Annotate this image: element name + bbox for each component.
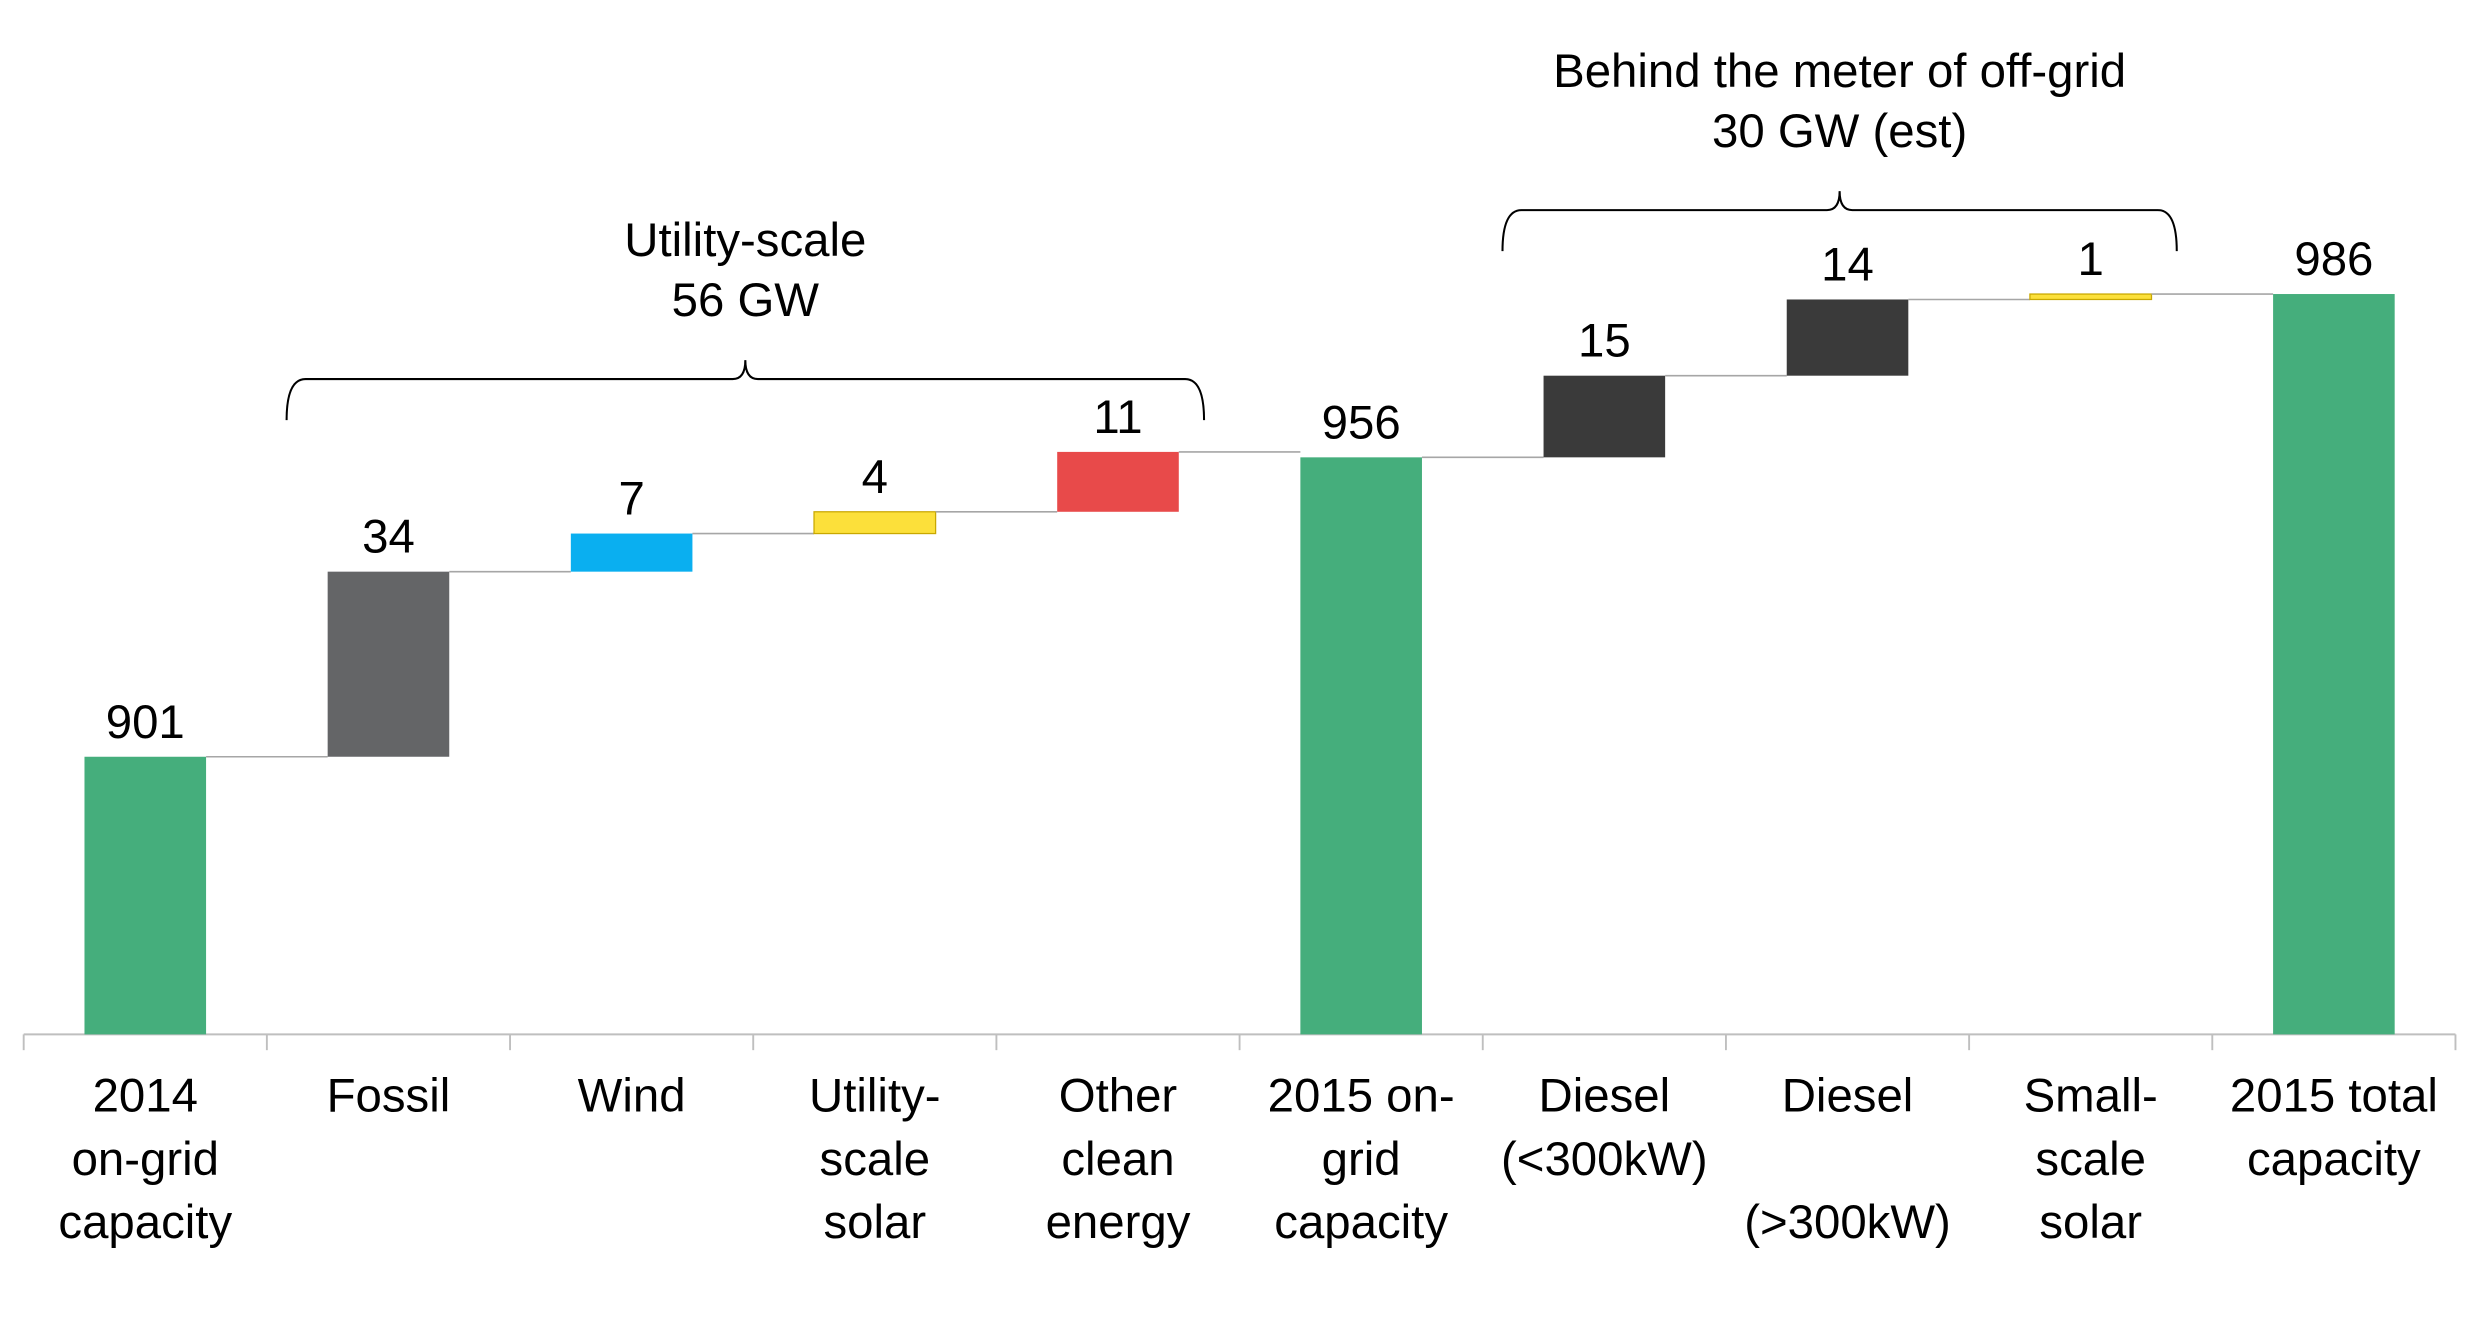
annotation: 56 GW [672, 274, 820, 327]
bar [570, 533, 693, 572]
bar [1543, 375, 1666, 458]
bar [327, 571, 450, 757]
bar [813, 511, 937, 535]
value-label: 7 [618, 473, 644, 526]
value-label: 4 [862, 451, 888, 504]
category-label: Diesel (<300kW) [1501, 1070, 1708, 1186]
value-label: 986 [2294, 233, 2373, 286]
bar [84, 756, 207, 1035]
category-label: Other clean energy [1046, 1070, 1191, 1249]
bar [1786, 299, 1909, 376]
value-label: 956 [1322, 396, 1401, 449]
annotation: Behind the meter of off-grid [1553, 45, 2126, 98]
category-label: Diesel (>300kW) [1744, 1070, 1951, 1249]
value-label: 34 [362, 511, 415, 564]
category-label: Fossil [327, 1070, 451, 1123]
category-label: 2015 total capacity [2230, 1070, 2438, 1186]
bar [1300, 457, 1422, 1035]
value-label: 11 [1093, 391, 1142, 444]
category-label: Utility-scale solar [809, 1070, 941, 1249]
category-label: 2015 on-grid capacity [1268, 1070, 1455, 1249]
category-label: Wind [578, 1070, 686, 1123]
annotation: Utility-scale [624, 214, 866, 267]
bar [1057, 451, 1179, 512]
value-label: 1 [2078, 233, 2104, 286]
bar [2273, 294, 2395, 1035]
value-label: 14 [1821, 239, 1874, 292]
category-label: Small-scale solar [2024, 1070, 2158, 1249]
value-label: 15 [1578, 315, 1631, 368]
annotation: 30 GW (est) [1712, 105, 1967, 158]
bracket [1501, 191, 2178, 252]
value-label: 901 [106, 696, 185, 749]
category-label: 2014 on-grid capacity [58, 1070, 232, 1249]
bar [2029, 293, 2153, 301]
bracket [285, 360, 1206, 421]
